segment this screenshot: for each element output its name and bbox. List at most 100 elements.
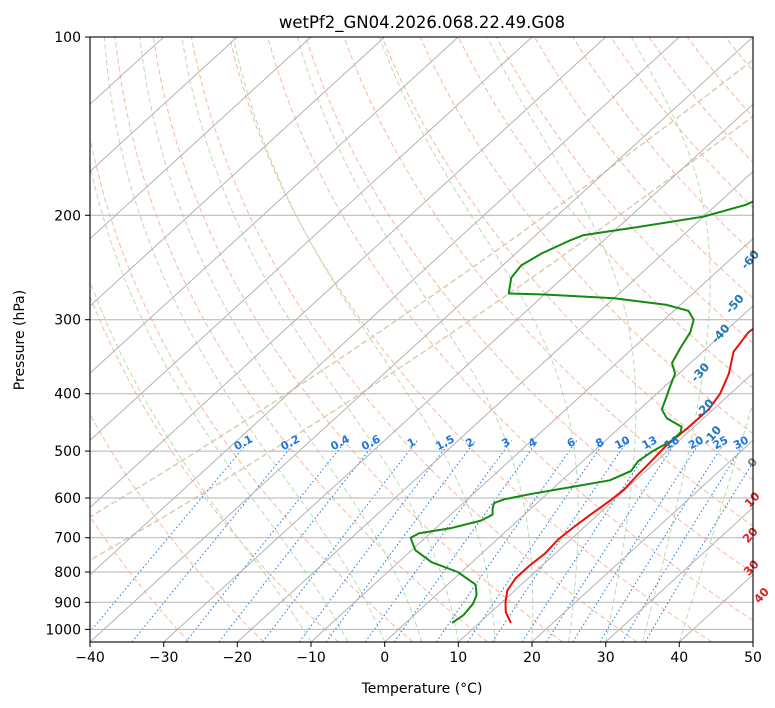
dry-adiabat-line [495, 37, 753, 344]
mixing-ratio-label: 0.1 [232, 432, 255, 453]
y-axis-label: Pressure (hPa) [12, 290, 28, 390]
isotherm-line [384, 305, 753, 642]
x-tick-label: 10 [449, 650, 467, 666]
x-tick-label: 30 [597, 650, 615, 666]
moist-adiabat-line [90, 279, 312, 642]
mixing-ratio-label: 4 [526, 435, 539, 450]
background-curve-line [90, 59, 753, 518]
dry-adiabat-label: 0 [744, 455, 760, 470]
y-tick-label: 100 [54, 30, 81, 46]
mixing-ratio-line [364, 440, 512, 642]
dry-adiabat-line [229, 37, 712, 642]
dry-adiabat-line [724, 37, 753, 72]
mixing-ratio-line [435, 440, 578, 642]
grid-lines [90, 37, 753, 642]
mixing-ratio-label: 3 [500, 435, 513, 450]
mixing-ratio-line [644, 461, 753, 642]
mixing-ratio-label: 1 [405, 435, 418, 450]
dry-adiabat-label: 30 [741, 557, 762, 578]
dry-adiabat-line [534, 37, 753, 299]
dry-adiabat-label: 10 [742, 489, 763, 510]
x-ticks: −40 −30 −20 −10 0 10 20 30 40 50 [75, 642, 762, 666]
dry-adiabat-label: 40 [751, 585, 772, 606]
mixing-ratio-label: 20 [686, 433, 706, 452]
isotherm-line [90, 37, 312, 240]
isotherm-line [90, 37, 459, 374]
moist-adiabat-line [90, 163, 349, 642]
mixing-ratio-label: 25 [711, 433, 731, 452]
dry-adiabat-label: -40 [708, 321, 732, 346]
moist-adiabat-line [139, 37, 422, 642]
dry-adiabat-label: 20 [740, 524, 761, 545]
mixing-ratio-line [521, 440, 656, 642]
mixing-ratio-line [131, 440, 297, 642]
dry-adiabat-label: -50 [722, 291, 746, 316]
mixing-ratio-line [90, 440, 250, 633]
isotherm-line [310, 237, 753, 642]
mixing-ratio-line [262, 440, 418, 642]
x-tick-label: 50 [744, 650, 762, 666]
x-tick-label: −10 [296, 650, 326, 666]
chart-title: wetPf2_GN04.2026.068.22.49.G08 [279, 13, 565, 33]
mixing-ratio-label: 1.5 [433, 432, 456, 453]
isotherm-line [90, 37, 238, 173]
isotherm-line [90, 37, 680, 576]
mixing-ratio-label: 0.6 [359, 432, 383, 453]
mixing-ratio-line [325, 440, 476, 642]
dry-adiabat-line [343, 37, 753, 527]
dry-adiabat-label: -60 [738, 247, 762, 272]
moist-adiabat-line [181, 37, 459, 642]
y-ticks: 1000 900 800 700 600 500 400 300 200 100 [45, 30, 90, 638]
mixing-ratio-label: 13 [640, 433, 660, 452]
dewpoint-line [409, 200, 753, 624]
mixing-ratio-line [599, 440, 727, 642]
x-tick-label: −30 [149, 650, 179, 666]
x-tick-label: 0 [380, 650, 389, 666]
moist-adiabat-line [232, 37, 496, 642]
y-tick-label: 900 [54, 595, 81, 611]
mixing-ratio-label: 8 [593, 435, 606, 450]
mixing-ratio-line [467, 440, 606, 642]
dry-adiabat-line [190, 37, 638, 642]
x-tick-label: −20 [223, 650, 253, 666]
isotherm-line [752, 641, 753, 642]
series-lines [409, 200, 753, 624]
dry-adiabat-line [610, 37, 753, 209]
x-tick-label: 20 [523, 650, 541, 666]
x-tick-label: −40 [75, 650, 105, 666]
dry-adiabat-line [305, 37, 753, 574]
dry-adiabat-line [90, 295, 339, 642]
mixing-ratio-labels: 0.1 0.2 0.4 0.6 1 1.5 2 3 4 6 8 10 13 16 20 25 30 [232, 432, 751, 453]
dry-adiabat-label: -20 [693, 396, 717, 421]
dry-adiabat-line [90, 515, 190, 642]
moist-adiabat-line [103, 37, 386, 642]
mixing-ratio-line [218, 440, 378, 642]
background-lines [90, 37, 775, 642]
dry-adiabat-line [457, 37, 753, 389]
dry-adiabat-line [152, 37, 563, 642]
y-tick-label: 300 [54, 313, 81, 329]
moist-adiabat-line [296, 37, 534, 642]
mixing-ratio-label: 0.2 [279, 432, 302, 453]
mixing-ratio-line [572, 440, 702, 642]
isotherm-line [90, 37, 533, 442]
temperature-line [504, 327, 753, 624]
x-tick-label: 40 [670, 650, 688, 666]
isotherm-line [605, 506, 753, 642]
mixing-ratio-line [621, 440, 747, 642]
mixing-ratio-label: 30 [731, 433, 751, 452]
mixing-ratio-line [545, 440, 678, 642]
mixing-ratio-line [185, 440, 347, 642]
background-curve-line [90, 115, 753, 561]
dry-adiabat-line [114, 37, 488, 642]
mixing-ratio-label: 0.4 [328, 432, 352, 453]
y-tick-label: 1000 [45, 622, 81, 638]
isotherm-line [163, 103, 753, 642]
dry-adiabat-line [763, 37, 775, 642]
dry-adiabat-line [267, 37, 753, 622]
y-tick-label: 700 [54, 531, 81, 547]
isotherm-line [531, 439, 753, 642]
dry-adiabat-label: -70 [771, 196, 775, 221]
dry-adiabat-line [572, 37, 753, 254]
